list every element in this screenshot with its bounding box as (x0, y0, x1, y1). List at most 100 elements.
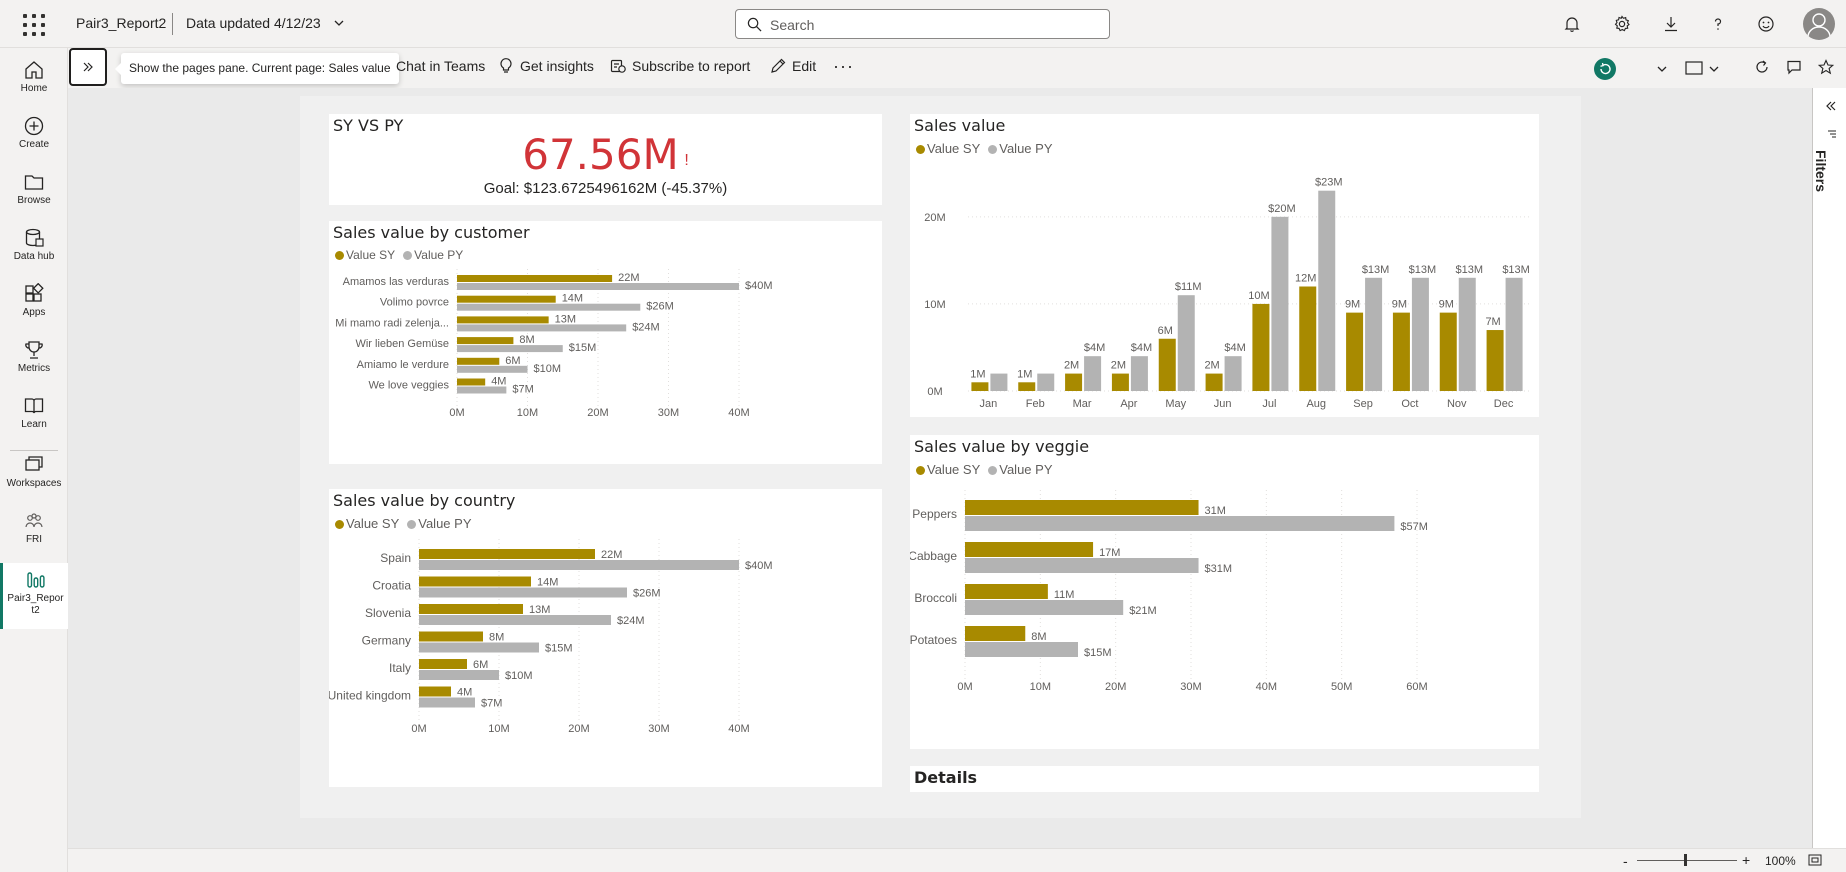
kpi-card[interactable]: SY VS PY 67.56M ! Goal: $123.6725496162M… (329, 114, 882, 205)
zoom-slider[interactable] (1637, 860, 1737, 861)
bar-sy (457, 357, 500, 365)
header-divider (172, 13, 173, 35)
bar-sy (1392, 312, 1410, 391)
x-tick-label: 60M (1406, 681, 1427, 693)
data-label: 14M (537, 577, 558, 589)
refresh-icon[interactable] (1754, 59, 1770, 75)
data-updated-label[interactable]: Data updated 4/12/23 (186, 15, 321, 31)
nav-browse[interactable]: Browse (0, 165, 68, 221)
nav-current-report[interactable]: Pair3_Repor t2 (0, 563, 68, 629)
bar-sy (965, 584, 1048, 599)
data-label: $15M (569, 342, 597, 354)
chevron-down-icon[interactable] (1708, 63, 1720, 75)
bar-py (965, 516, 1395, 531)
bar-sy (965, 500, 1199, 515)
nav-workspace-fri[interactable]: FRI (0, 504, 68, 560)
filters-label[interactable]: Filters (1813, 150, 1829, 193)
bar-sy (1486, 330, 1504, 391)
category-label: Broccoli (914, 591, 957, 605)
category-label: Amiamo le verdure (357, 359, 449, 371)
favorite-icon[interactable] (1818, 59, 1834, 75)
chart-customer[interactable]: Sales value by customer Value SY Value P… (329, 221, 882, 464)
data-label: 4M (457, 687, 472, 699)
bar-py (1224, 356, 1242, 391)
bar-py (419, 642, 539, 653)
app-launcher-icon[interactable] (22, 13, 45, 36)
search-input[interactable]: Search (735, 9, 1110, 39)
nav-label: Learn (21, 419, 47, 430)
view-icon[interactable] (1685, 60, 1703, 76)
more-options-button[interactable]: ··· (833, 56, 854, 76)
chart-veggie[interactable]: Sales value by veggie Value SY Value PY … (910, 435, 1539, 749)
chart-sales-value[interactable]: Sales value Value SY Value PY 0M 10M 20M Ja… (910, 114, 1539, 417)
chart-title: Sales value by customer (333, 223, 530, 242)
pages-pane-toggle-button[interactable] (69, 48, 107, 86)
edit-button[interactable]: Edit (770, 58, 816, 74)
edit-label: Edit (792, 58, 817, 74)
account-icon[interactable] (1803, 8, 1835, 40)
data-label: 8M (1031, 631, 1046, 643)
data-label: 1M (1017, 368, 1032, 380)
chart-plot: 0M 10M 20M 30M 40M Amamos las verduras 22M $40M… (335, 269, 773, 419)
chat-in-teams-button[interactable]: Chat in Teams (396, 58, 485, 74)
chart-plot[interactable]: 0M 10M 20M 30M 40M 50M 60M Peppers 31M $57M Cabbag… (910, 435, 1539, 749)
nav-data-hub[interactable]: Data hub (0, 221, 68, 277)
zoom-out-button[interactable]: - (1623, 853, 1628, 869)
download-icon[interactable] (1660, 13, 1682, 35)
data-label: $40M (745, 560, 773, 572)
details-visual[interactable]: Details (910, 766, 1539, 792)
data-label: $57M (1400, 521, 1428, 533)
bar-sy (1158, 338, 1176, 391)
chart-plot[interactable]: 0M 10M 20M 30M 40M Spain 22M $40M Croatia 14M $26M… (329, 489, 882, 787)
data-label: $31M (1205, 563, 1233, 575)
feedback-icon[interactable] (1755, 13, 1777, 35)
reset-icon[interactable] (1594, 58, 1616, 80)
chart-country[interactable]: Sales value by country Value SY Value PY… (329, 489, 882, 787)
bar-py (1458, 277, 1476, 391)
filters-pane[interactable] (1812, 88, 1846, 848)
left-navigation: Home Create Browse Data hub Apps Metrics… (0, 48, 68, 872)
data-label: 1M (970, 368, 985, 380)
nav-create[interactable]: Create (0, 109, 68, 165)
bar-sy (457, 275, 613, 282)
get-insights-button[interactable]: Get insights (498, 58, 594, 74)
report-name[interactable]: Pair3_Report2 (76, 15, 167, 31)
nav-workspaces[interactable]: Workspaces (0, 448, 68, 504)
fit-to-page-icon[interactable] (1808, 854, 1822, 866)
comment-icon[interactable] (1786, 59, 1802, 75)
data-label: $10M (534, 363, 562, 375)
x-tick-label: 0M (449, 407, 464, 419)
x-tick-label: 10M (1030, 681, 1051, 693)
nav-learn[interactable]: Learn (0, 389, 68, 445)
data-label: 9M (1392, 299, 1407, 311)
subscribe-button[interactable]: Subscribe to report (610, 58, 750, 74)
help-icon[interactable] (1707, 13, 1729, 35)
chevron-down-icon[interactable] (333, 17, 345, 29)
x-tick-label: 40M (728, 723, 749, 735)
nav-apps[interactable]: Apps (0, 277, 68, 333)
nav-metrics[interactable]: Metrics (0, 333, 68, 389)
x-tick-label: 10M (517, 407, 538, 419)
category-label: Croatia (372, 579, 411, 593)
chart-title: Sales value (914, 116, 1006, 135)
category-label: Peppers (912, 507, 957, 521)
nav-home[interactable]: Home (0, 53, 68, 109)
bar-py (457, 324, 627, 332)
settings-icon[interactable] (1611, 13, 1633, 35)
data-label: 7M (1485, 316, 1500, 328)
chart-plot[interactable]: 0M 10M 20M Jan 1M Feb 1M Mar 2M $4M Apr 2M $4M May 6M $… (910, 114, 1539, 417)
bar-sy (1439, 312, 1457, 391)
chevron-double-left-icon[interactable] (1825, 100, 1837, 112)
zoom-slider-thumb[interactable] (1684, 854, 1687, 866)
chevron-down-icon[interactable] (1656, 63, 1668, 75)
bar-sy (457, 295, 556, 303)
data-label: 2M (1204, 360, 1219, 372)
zoom-in-button[interactable]: + (1742, 852, 1751, 868)
notifications-icon[interactable] (1561, 13, 1583, 35)
data-label: $23M (1315, 177, 1343, 189)
data-label: 8M (489, 632, 504, 644)
legend-item-py: Value PY (988, 141, 1053, 156)
bar-sy (419, 659, 467, 669)
y-tick-label: 20M (924, 212, 945, 224)
data-label: 2M (1064, 360, 1079, 372)
